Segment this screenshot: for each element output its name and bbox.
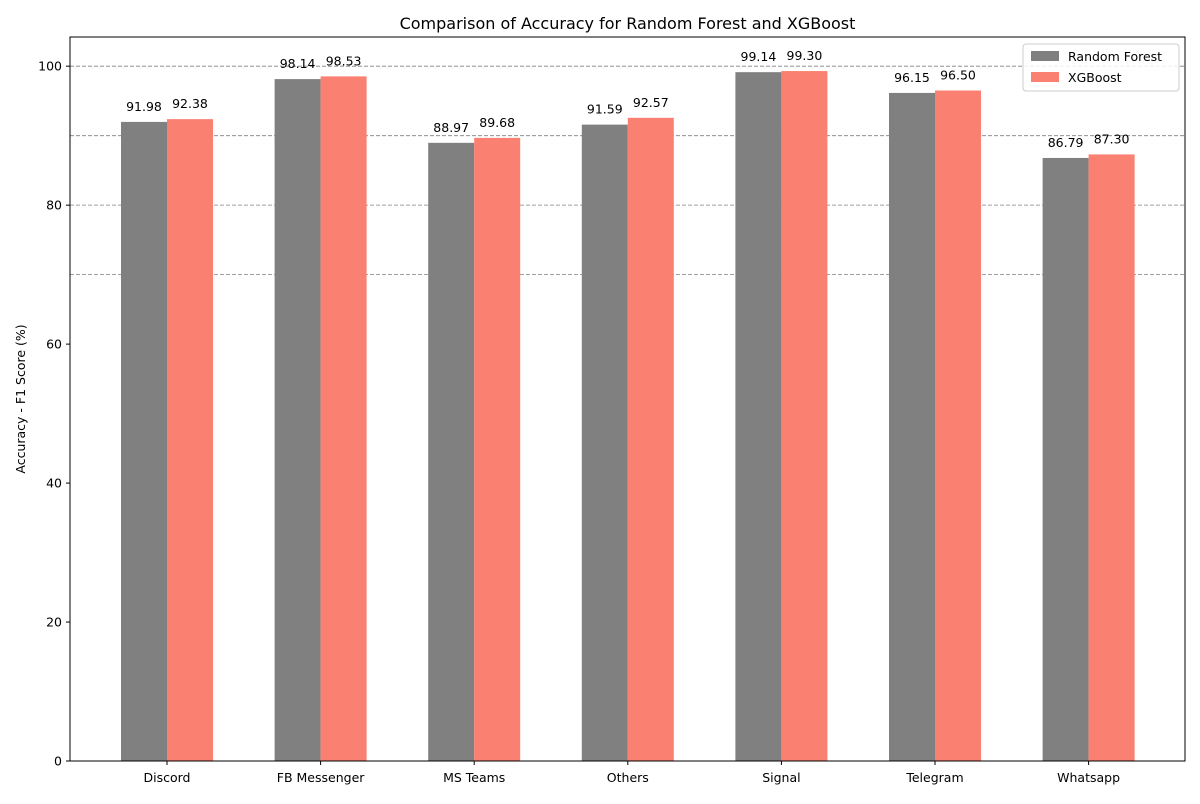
value-labels: 91.98 92.38 98.14 98.53 88.97 89.68 91.59 92.57… xyxy=(126,48,1129,150)
x-tick-label-discord: Discord xyxy=(144,770,191,785)
legend: Random Forest XGBoost xyxy=(1022,43,1180,92)
chart-title: Comparison of Accuracy for Random Forest… xyxy=(400,14,856,33)
legend-swatch-xgboost xyxy=(1031,72,1059,82)
y-tick-label-0: 0 xyxy=(54,754,62,769)
legend-frame xyxy=(1022,43,1180,92)
value-label-xgboost-others: 92.57 xyxy=(633,95,669,110)
bar-xgboost-discord xyxy=(167,119,213,762)
bar-random-forest-signal xyxy=(735,72,782,761)
value-label-random-forest-discord: 91.98 xyxy=(126,99,162,114)
value-label-random-forest-telegram: 96.15 xyxy=(894,70,930,85)
bar-xgboost-telegram xyxy=(935,90,981,761)
x-tick-label-whatsapp: Whatsapp xyxy=(1057,770,1120,785)
x-tick-label-fb-messenger: FB Messenger xyxy=(277,770,365,785)
x-tick-label-signal: Signal xyxy=(762,770,800,785)
x-tick-label-others: Others xyxy=(607,770,649,785)
bar-random-forest-whatsapp xyxy=(1042,157,1089,761)
legend-label-random-forest: Random Forest xyxy=(1068,49,1162,64)
value-label-xgboost-telegram: 96.50 xyxy=(940,68,976,83)
bar-random-forest-telegram xyxy=(889,92,935,762)
bar-xgboost-ms-teams xyxy=(474,137,521,762)
value-label-random-forest-others: 91.59 xyxy=(587,102,623,117)
x-tick-label-ms-teams: MS Teams xyxy=(443,770,505,785)
x-tick-label-telegram: Telegram xyxy=(905,770,963,785)
y-tick-label-100: 100 xyxy=(38,59,62,74)
value-label-xgboost-ms-teams: 89.68 xyxy=(479,115,515,130)
value-label-random-forest-ms-teams: 88.97 xyxy=(433,120,469,135)
bar-random-forest-discord xyxy=(121,121,167,761)
value-label-random-forest-signal: 99.14 xyxy=(741,49,777,64)
value-label-xgboost-signal: 99.30 xyxy=(787,48,823,63)
bar-random-forest-others xyxy=(581,124,628,761)
value-label-random-forest-whatsapp: 86.79 xyxy=(1048,135,1084,150)
y-tick-label-20: 20 xyxy=(46,615,62,630)
x-axis: Discord FB Messenger MS Teams Others Signal T… xyxy=(144,761,1120,785)
y-tick-label-60: 60 xyxy=(46,337,62,352)
bar-xgboost-fb-messenger xyxy=(320,76,367,761)
y-axis: 0 20 40 60 80 100 xyxy=(38,59,70,769)
legend-label-xgboost: XGBoost xyxy=(1068,70,1122,85)
y-axis-label: Accuracy - F1 Score (%) xyxy=(13,324,28,473)
bar-random-forest-fb-messenger xyxy=(274,79,321,761)
value-label-xgboost-whatsapp: 87.30 xyxy=(1094,131,1130,146)
value-label-xgboost-fb-messenger: 98.53 xyxy=(326,53,362,68)
bar-random-forest-ms-teams xyxy=(428,142,475,761)
value-label-xgboost-discord: 92.38 xyxy=(172,96,208,111)
y-tick-label-40: 40 xyxy=(46,476,62,491)
value-label-random-forest-fb-messenger: 98.14 xyxy=(280,56,316,71)
bars xyxy=(121,71,1135,762)
bar-xgboost-signal xyxy=(781,71,828,761)
y-tick-label-80: 80 xyxy=(46,198,62,213)
bar-xgboost-whatsapp xyxy=(1088,154,1135,761)
legend-swatch-random-forest xyxy=(1031,51,1059,61)
bar-xgboost-others xyxy=(627,117,674,761)
